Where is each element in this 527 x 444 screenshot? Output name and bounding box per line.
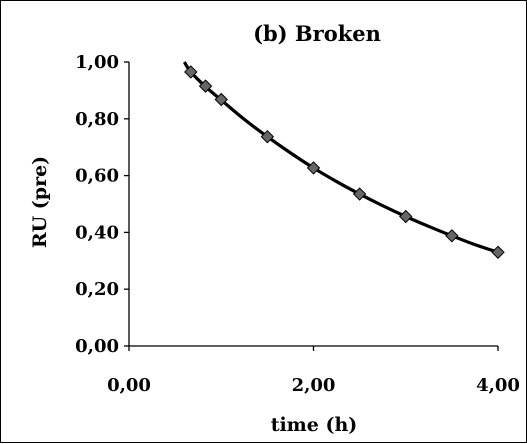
data-point-marker [214, 92, 228, 107]
data-point-marker [260, 129, 275, 144]
y-axis-label: RU (pre) [29, 156, 51, 248]
y-tick-label: 0,40 [75, 222, 119, 243]
data-point-marker [306, 161, 321, 175]
x-axis-label: time (h) [271, 414, 358, 436]
fit-curve-line [182, 61, 499, 254]
y-tick-label: 0,00 [75, 336, 119, 357]
data-point-marker [198, 79, 213, 93]
axes [128, 62, 498, 347]
data-point-marker [352, 187, 367, 201]
plot-area [182, 61, 505, 259]
y-tick-label: 0,20 [75, 279, 119, 300]
y-tick-label: 1,00 [75, 52, 119, 73]
x-tick-label: 4,00 [476, 375, 520, 396]
data-point-marker [445, 229, 459, 243]
y-tick-label: 0,60 [75, 166, 119, 187]
chart-title: (b) Broken [253, 21, 381, 46]
data-point-marker [399, 209, 413, 224]
y-tick-label: 0,80 [75, 109, 119, 130]
data-point-marker [491, 245, 505, 259]
ticks: 0,00 0,20 0,40 0,60 0,80 1,00 0,00 2,00 4,00 [75, 52, 520, 396]
data-point-marker [184, 65, 198, 79]
x-tick-label: 2,00 [292, 375, 336, 396]
x-tick-label: 0,00 [107, 375, 151, 396]
